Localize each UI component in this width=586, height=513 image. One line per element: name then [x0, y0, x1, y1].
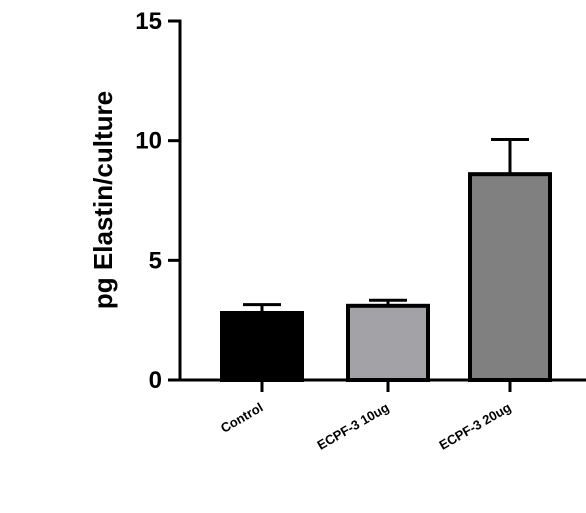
x-tick-label-2: ECPF-3 20ug: [437, 400, 514, 453]
y-tick-label-3: 15: [135, 8, 162, 35]
y-tick-label-2: 10: [135, 128, 162, 155]
x-tick-label-1: ECPF-3 10ug: [315, 400, 392, 453]
chart-marks: [220, 137, 552, 383]
bar-2: [468, 172, 552, 382]
y-tick-label-0: 0: [149, 367, 162, 394]
y-axis-title: pg Elastin/culture: [88, 91, 118, 309]
x-tick-label-0: Control: [218, 400, 266, 436]
bar-1: [346, 303, 430, 383]
y-tick-label-1: 5: [149, 247, 162, 274]
bar-0: [220, 310, 304, 382]
